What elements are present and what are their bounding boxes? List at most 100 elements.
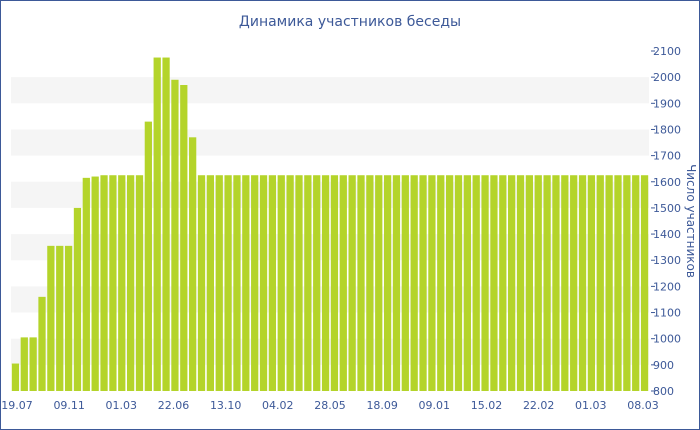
grid-band — [11, 338, 649, 365]
bar — [481, 175, 489, 391]
bar — [578, 175, 587, 391]
y-axis-title: Число участников — [684, 164, 698, 278]
y-tick-label: 1100 — [653, 307, 681, 320]
y-tick-label: 1600 — [653, 176, 681, 189]
bar — [499, 175, 507, 391]
bar — [632, 175, 640, 391]
y-tick-label: 1900 — [653, 97, 681, 110]
bar — [605, 175, 613, 391]
bar — [383, 175, 392, 391]
bar — [197, 175, 206, 391]
y-tick-label: 900 — [653, 359, 674, 372]
bar — [472, 175, 480, 391]
bar — [162, 57, 170, 391]
bar — [623, 175, 631, 391]
bar — [339, 175, 347, 391]
bar — [392, 175, 401, 391]
y-tick-label: 2000 — [653, 71, 681, 84]
grid-bands — [11, 77, 649, 365]
bar — [614, 175, 622, 391]
grid-band — [11, 286, 649, 313]
bar — [153, 57, 161, 391]
bar — [454, 175, 463, 391]
bar — [357, 175, 365, 391]
x-axis-ticks: 19.07 09.11 01.03 22.06 13.10 04.02 28.05 18.09… — [1, 399, 659, 412]
bar — [215, 175, 223, 391]
bar — [366, 175, 374, 391]
y-tick-label: 800 — [653, 385, 674, 398]
bar — [20, 337, 28, 391]
bar — [109, 175, 117, 391]
bar — [206, 175, 214, 391]
bar-series — [11, 57, 649, 392]
bar — [304, 175, 312, 391]
bar — [401, 175, 409, 391]
grid-band — [11, 234, 649, 261]
bar — [428, 175, 436, 391]
bar — [348, 175, 356, 391]
bar — [286, 175, 294, 391]
x-tick-label: 04.02 — [262, 399, 294, 412]
bar — [100, 175, 108, 391]
x-tick-label: 08.03 — [627, 399, 659, 412]
grid-band — [11, 181, 649, 208]
bar — [82, 177, 90, 391]
y-tick-label: 1800 — [653, 123, 681, 136]
x-tick-label: 09.01 — [419, 399, 451, 412]
bar — [375, 175, 383, 391]
y-tick-label: 1700 — [653, 150, 681, 163]
x-tick-label: 28.05 — [314, 399, 346, 412]
x-tick-label: 18.09 — [366, 399, 398, 412]
bar — [126, 175, 135, 391]
bar — [91, 176, 99, 391]
chart-title: Динамика участников беседы — [238, 14, 462, 30]
bar — [47, 245, 55, 391]
y-axis-ticks: 800 900 1000 1100 1200 1300 1400 1500 1600 1700 18… — [651, 45, 681, 398]
bar — [189, 137, 197, 391]
bar — [437, 175, 445, 391]
bar — [38, 296, 46, 391]
bar — [313, 175, 321, 391]
bar — [118, 175, 126, 391]
bar — [330, 175, 339, 391]
bar — [445, 175, 454, 391]
y-tick-label: 2100 — [653, 45, 681, 58]
bar — [242, 175, 250, 391]
y-tick-label: 1400 — [653, 228, 681, 241]
bar — [277, 175, 285, 391]
x-tick-label: 22.06 — [158, 399, 190, 412]
bar — [144, 121, 152, 392]
bar — [171, 79, 179, 392]
y-tick-label: 1500 — [653, 202, 681, 215]
bar — [29, 337, 37, 391]
bar — [552, 175, 560, 391]
bar — [587, 175, 596, 391]
x-tick-label: 15.02 — [471, 399, 503, 412]
bar — [11, 363, 20, 391]
x-tick-label: 22.02 — [523, 399, 555, 412]
bar — [596, 175, 604, 391]
bar — [463, 175, 471, 391]
x-tick-label: 09.11 — [53, 399, 85, 412]
grid-band — [11, 129, 649, 156]
bar — [64, 245, 73, 391]
bar — [295, 175, 303, 391]
bar — [135, 175, 144, 391]
x-tick-label: 01.03 — [575, 399, 607, 412]
bar — [570, 175, 578, 391]
bar — [525, 175, 533, 391]
bar — [259, 175, 268, 391]
bar — [561, 175, 569, 391]
bar — [508, 175, 516, 391]
bar — [233, 175, 241, 391]
x-tick-label: 01.03 — [106, 399, 138, 412]
bar — [180, 85, 188, 391]
x-tick-label: 19.07 — [1, 399, 33, 412]
grid-band — [11, 77, 649, 104]
bar — [516, 175, 525, 391]
y-tick-label: 1000 — [653, 333, 681, 346]
bar — [543, 175, 551, 391]
bar — [268, 175, 277, 391]
